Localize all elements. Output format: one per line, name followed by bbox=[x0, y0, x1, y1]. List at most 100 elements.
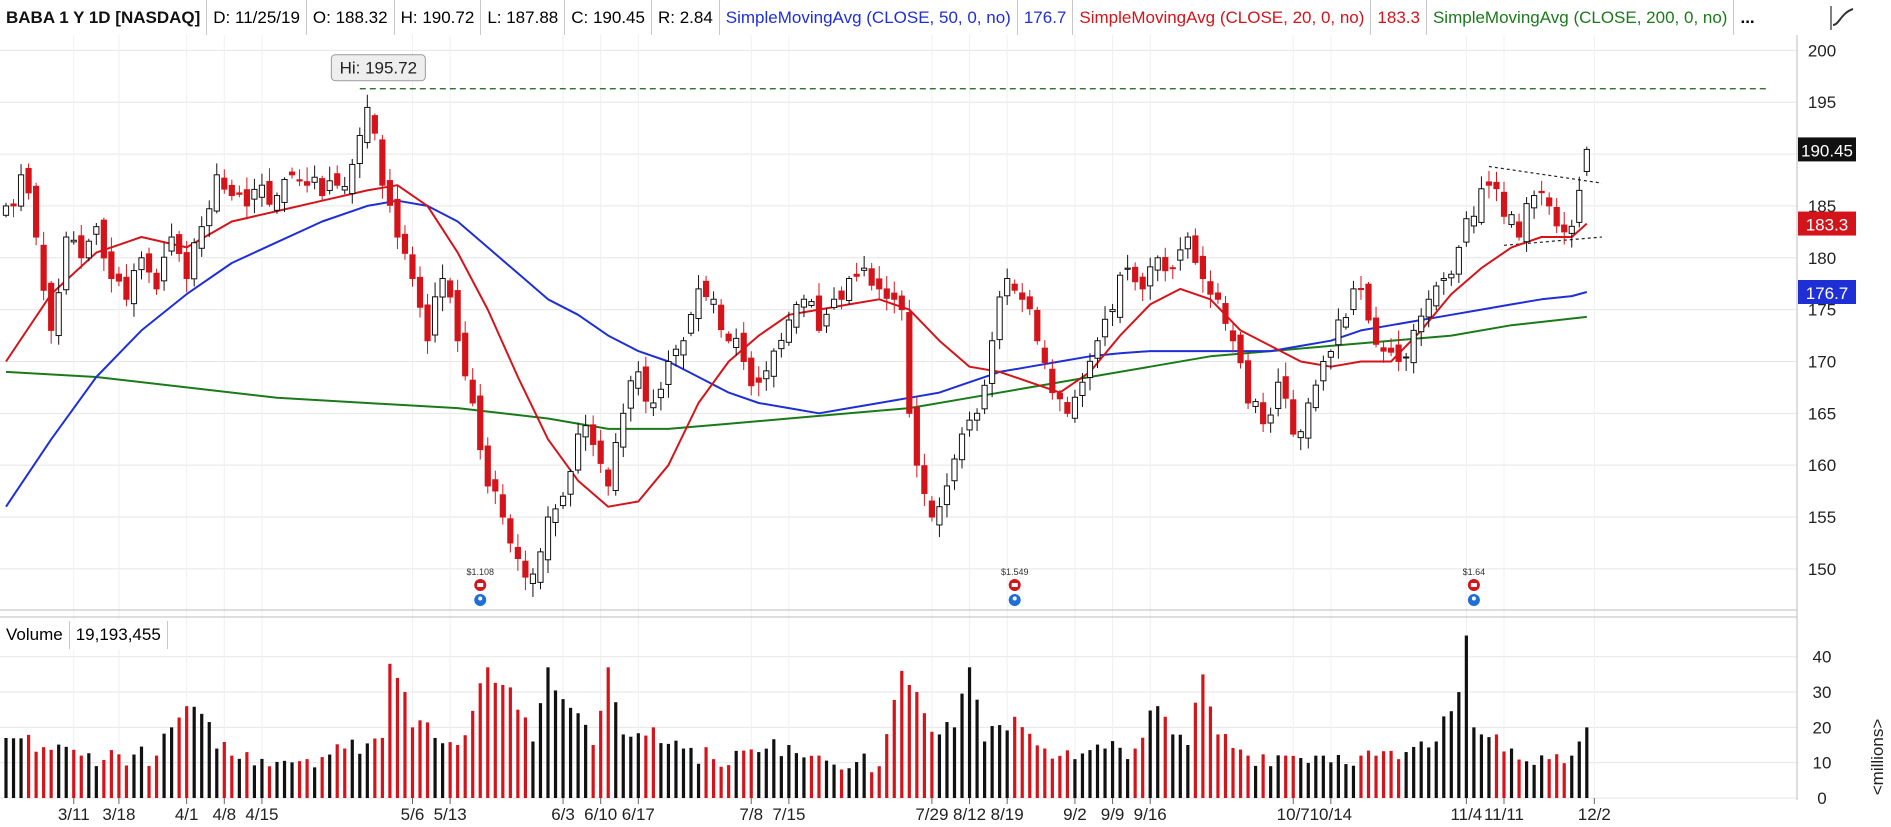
volume-bar bbox=[117, 754, 121, 798]
date-tick-label: 4/15 bbox=[245, 805, 278, 824]
candle bbox=[40, 231, 47, 301]
candle bbox=[868, 263, 875, 291]
volume-bar bbox=[952, 727, 957, 798]
candle bbox=[793, 301, 800, 334]
drawing-tool-button[interactable] bbox=[1795, 0, 1891, 35]
candle bbox=[1064, 396, 1071, 417]
volume-bar bbox=[1404, 752, 1408, 798]
sma50-price-tag-box bbox=[1798, 280, 1856, 304]
candle-body-up bbox=[1470, 215, 1477, 227]
volume-bar bbox=[493, 682, 497, 798]
volume-bar bbox=[1126, 759, 1130, 798]
candle-body-up bbox=[710, 298, 717, 305]
candle bbox=[191, 238, 198, 287]
volume-tick-label: 10 bbox=[1813, 754, 1832, 773]
candle bbox=[160, 242, 168, 291]
candle-body-up bbox=[130, 270, 138, 305]
chart-header: BABA 1 Y 1D [NASDAQ] D: 11/25/19 O: 188.… bbox=[0, 0, 1795, 35]
ohlc-open: O: 188.32 bbox=[307, 0, 395, 35]
candle bbox=[401, 225, 409, 260]
candle bbox=[371, 113, 378, 141]
candle-body-down bbox=[394, 198, 401, 238]
candle-body-up bbox=[1342, 317, 1350, 328]
candle bbox=[288, 167, 296, 179]
candle-body-down bbox=[145, 253, 153, 273]
candle-body-up bbox=[1101, 318, 1109, 338]
candle-body-up bbox=[695, 288, 702, 319]
sma20-study-label[interactable]: SimpleMovingAvg (CLOSE, 20, 0, no) bbox=[1073, 0, 1372, 35]
volume-bar bbox=[154, 755, 159, 798]
candle-body-down bbox=[725, 333, 732, 342]
volume-bar bbox=[1284, 755, 1288, 798]
candle-body-down bbox=[1365, 283, 1372, 321]
dividend-amount: $1.549 bbox=[1001, 567, 1029, 577]
symbol-title[interactable]: BABA 1 Y 1D [NASDAQ] bbox=[0, 0, 208, 35]
candle-body-up bbox=[575, 433, 582, 471]
more-studies-ellipsis[interactable]: ... bbox=[1740, 8, 1755, 27]
candle bbox=[1267, 407, 1274, 433]
volume-bar bbox=[260, 758, 264, 798]
candle bbox=[115, 266, 123, 287]
volume-bar bbox=[629, 736, 633, 798]
volume-bar bbox=[998, 725, 1002, 798]
hi-callout-box bbox=[330, 54, 426, 82]
candle-body-up bbox=[823, 313, 830, 327]
volume-bar bbox=[832, 764, 836, 798]
candle bbox=[364, 94, 371, 149]
candle bbox=[1004, 268, 1011, 305]
candle bbox=[326, 166, 333, 195]
volume-bar bbox=[26, 734, 31, 798]
volume-bar bbox=[644, 735, 648, 798]
candle-body-up bbox=[1275, 381, 1282, 409]
sma20-study-value: 183.3 bbox=[1371, 0, 1427, 35]
volume-bar bbox=[892, 699, 896, 798]
candle-body-up bbox=[1116, 274, 1124, 318]
candle bbox=[1162, 247, 1169, 282]
candle-body-down bbox=[642, 366, 649, 402]
sma50-study-label[interactable]: SimpleMovingAvg (CLOSE, 50, 0, no) bbox=[720, 0, 1018, 35]
candle-body-up bbox=[1576, 189, 1583, 223]
candle bbox=[1350, 280, 1357, 316]
candle-body-up bbox=[973, 412, 981, 421]
volume-bar bbox=[1547, 759, 1551, 798]
candle bbox=[552, 504, 559, 537]
volume-bar bbox=[568, 707, 573, 798]
candle-body-up bbox=[1079, 381, 1086, 396]
date-tick-label: 11/4 bbox=[1450, 805, 1482, 824]
candle-body-down bbox=[371, 115, 378, 134]
candle-body-down bbox=[1395, 344, 1402, 362]
candle-body-down bbox=[507, 518, 514, 544]
dividend-marker[interactable]: $1.108 bbox=[466, 567, 494, 606]
candle-body-up bbox=[763, 370, 770, 380]
date-tick-label: 7/29 bbox=[915, 805, 948, 824]
candle bbox=[1403, 352, 1410, 371]
candle-body-up bbox=[311, 176, 318, 183]
candle-body-up bbox=[206, 208, 213, 227]
candle bbox=[763, 361, 770, 391]
volume-bar bbox=[478, 683, 482, 798]
volume-bar bbox=[907, 684, 911, 798]
volume-header: Volume 19,193,455 bbox=[0, 620, 168, 650]
volume-bar bbox=[313, 767, 317, 798]
volume-bar bbox=[651, 727, 655, 798]
candle-body-up bbox=[559, 495, 567, 507]
candle-body-up bbox=[1448, 273, 1455, 279]
candle bbox=[989, 331, 996, 398]
candle bbox=[1019, 283, 1026, 313]
dividend-marker[interactable]: $1.64 bbox=[1463, 567, 1486, 606]
candle bbox=[951, 454, 958, 490]
volume-bar bbox=[1088, 750, 1092, 798]
candle-body-up bbox=[364, 106, 371, 144]
dividend-marker[interactable]: $1.549 bbox=[1001, 567, 1029, 606]
volume-bar bbox=[1148, 710, 1152, 798]
candle-body-up bbox=[1478, 188, 1485, 223]
sma200-study-label[interactable]: SimpleMovingAvg (CLOSE, 200, 0, no) bbox=[1427, 0, 1735, 35]
candle bbox=[702, 275, 710, 302]
volume-tick-label: 0 bbox=[1817, 789, 1826, 808]
candle-body-up bbox=[63, 236, 70, 291]
candle bbox=[958, 427, 966, 469]
volume-bar bbox=[990, 726, 994, 798]
candle-body-up bbox=[1004, 278, 1011, 297]
volume-bar bbox=[1103, 748, 1107, 798]
